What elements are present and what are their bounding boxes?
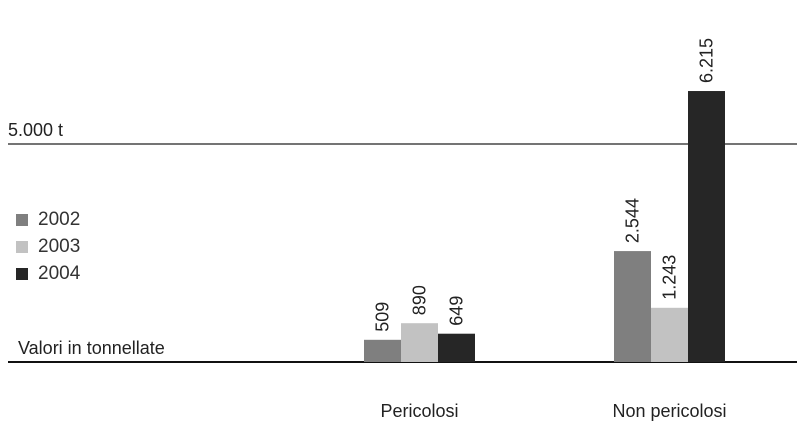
legend-label-2002: 2002 [38,208,81,230]
legend-swatch-2003 [16,240,28,253]
legend-item-2002: 2002 [16,206,80,233]
category-label-1: Non pericolosi [612,401,726,421]
bar-2004-1 [688,91,725,362]
legend-label-2004: 2004 [38,262,81,284]
unit-note: Valori in tonnellate [18,338,165,358]
legend-swatch-2002 [16,213,28,226]
bar-2004-0 [438,333,475,362]
legend-label-2003: 2003 [38,235,81,257]
category-label-0: Pericolosi [380,401,458,421]
bar-2002-1 [614,251,651,362]
legend: 2002 2003 2004 [16,206,80,287]
legend-item-2003: 2003 [16,233,80,260]
reference-line-label: 5.000 t [8,120,64,140]
bar-2003-0 [401,323,438,362]
bar-2003-1 [651,307,688,362]
bars-layer: 509 890 649 2.544 1.243 6.215 [364,38,725,362]
data-label-2002-1: 2.544 [623,198,643,243]
data-label-2003-1: 1.243 [660,255,680,300]
legend-swatch-2004 [16,267,28,280]
data-label-2004-0: 649 [447,296,467,326]
legend-item-2004: 2004 [16,260,80,287]
data-label-2002-0: 509 [373,302,393,332]
data-label-2003-0: 890 [410,285,430,315]
data-label-2004-1: 6.215 [697,38,717,83]
bar-2002-0 [364,339,401,362]
